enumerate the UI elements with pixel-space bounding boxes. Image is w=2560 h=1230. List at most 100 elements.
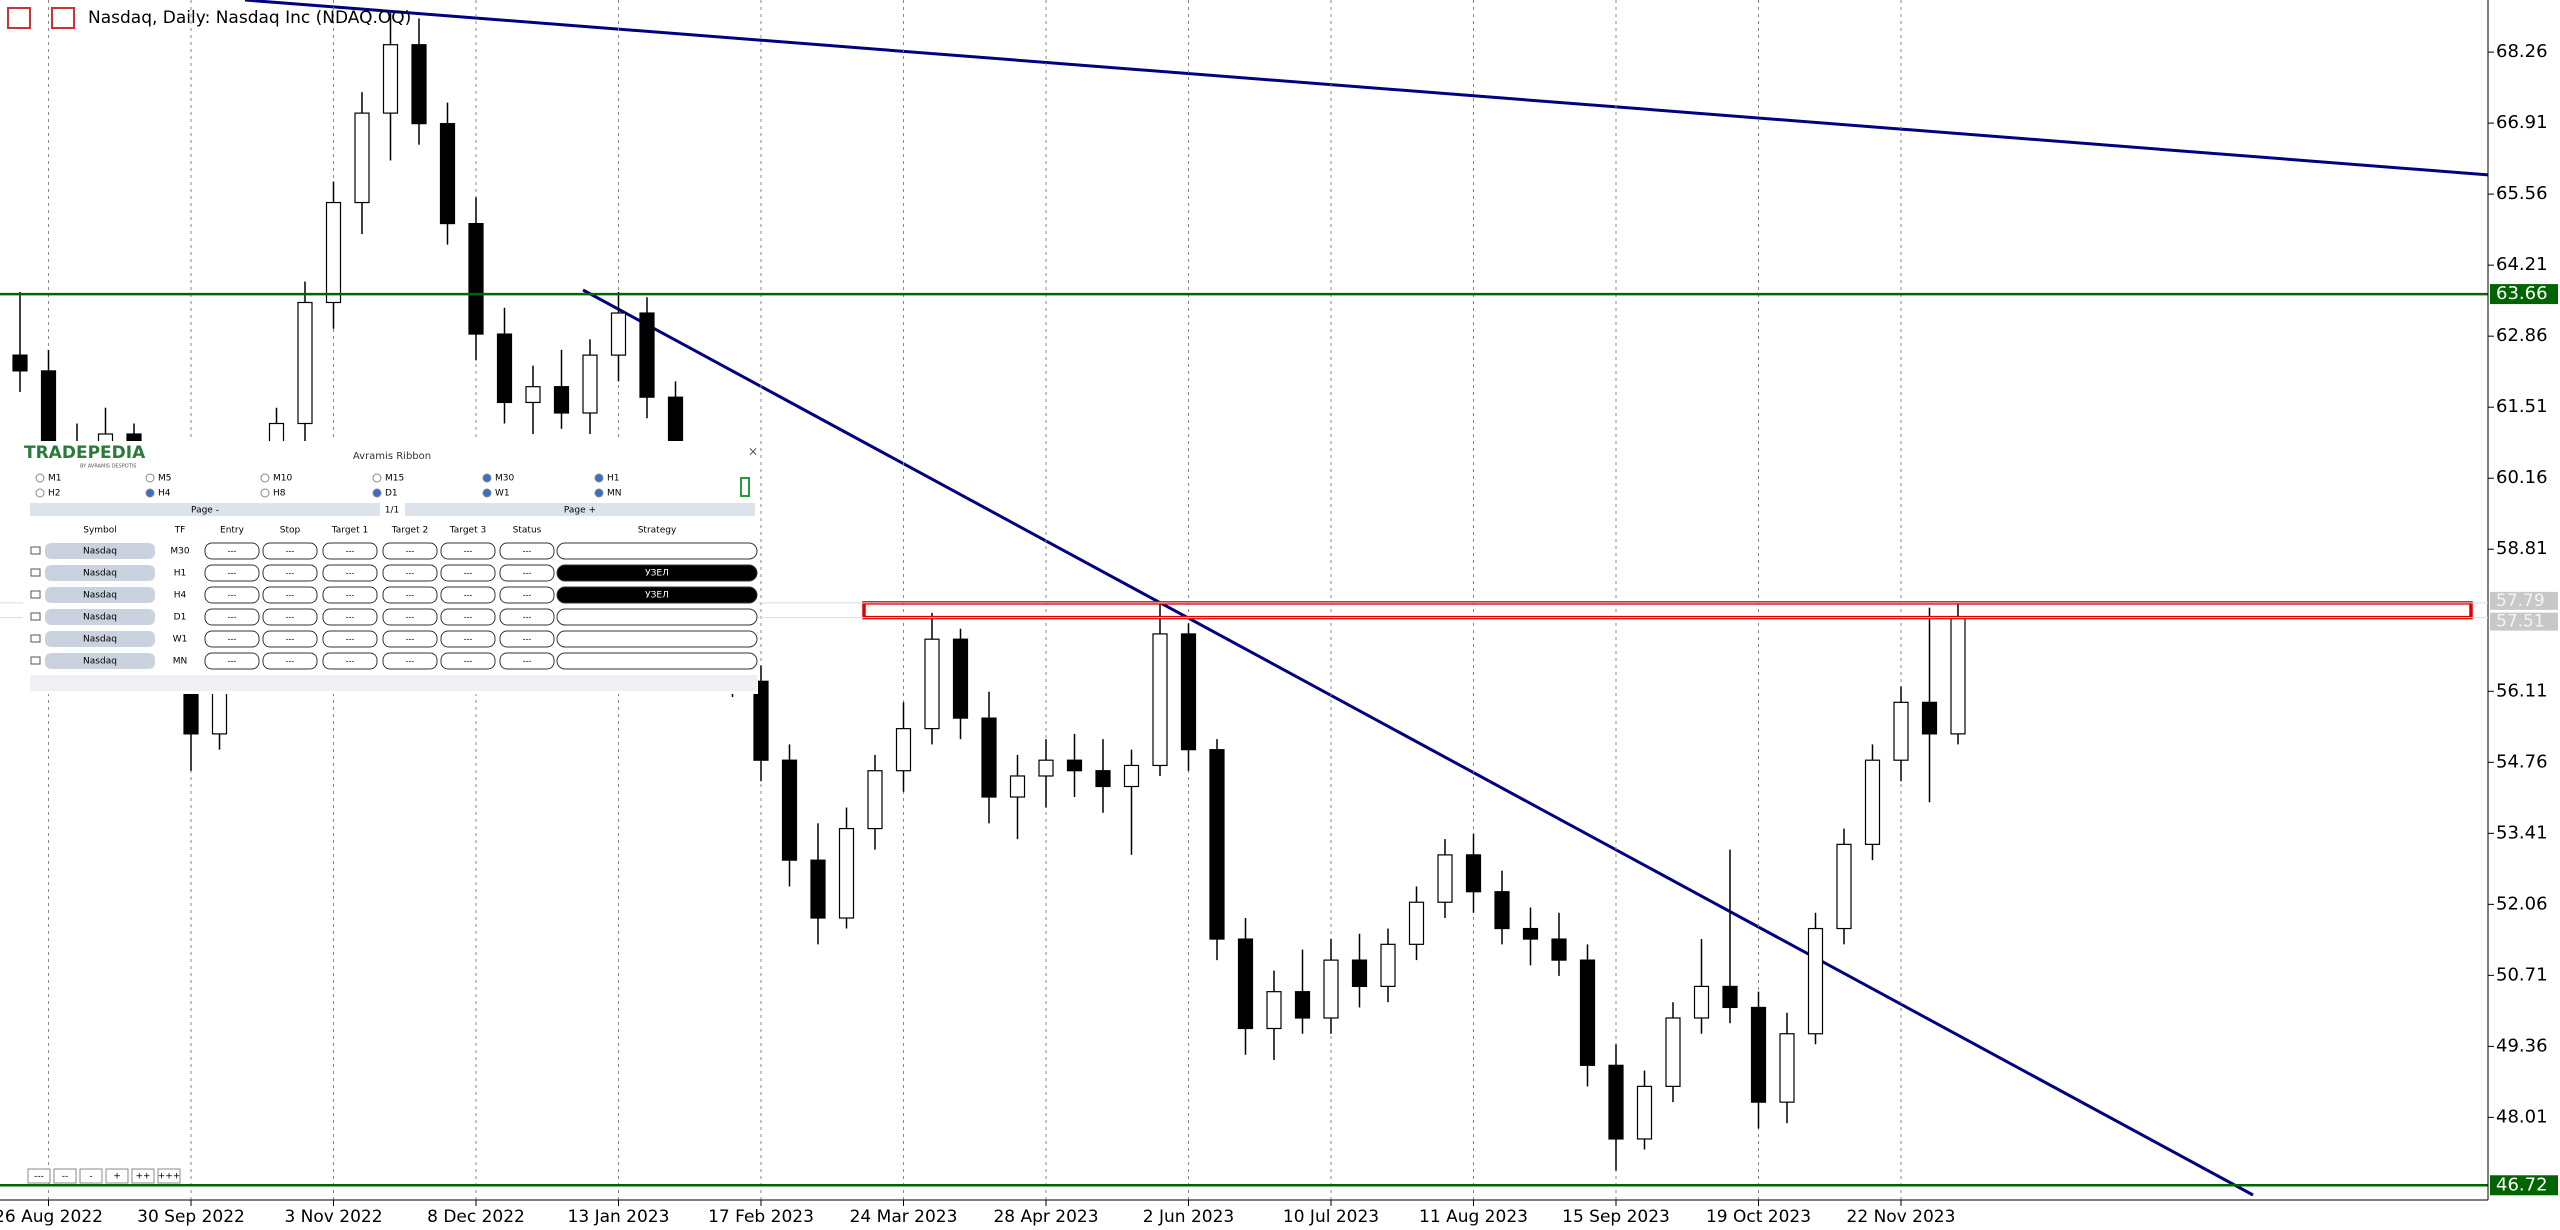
candle-body [1522,927,1539,940]
candle-body [1779,1033,1795,1103]
close-button[interactable]: × [748,445,758,459]
y-tick-label: 68.26 [2496,41,2548,62]
symbol-box [45,543,155,559]
zoom-button[interactable] [157,1168,181,1184]
radio-label: H4 [158,489,171,499]
cell-box [382,630,438,648]
y-tick-label: 56.11 [2496,680,2548,701]
row-icon[interactable] [30,634,41,643]
strategy-box [556,630,758,648]
radio[interactable] [594,488,604,498]
radio[interactable] [482,473,492,483]
cell-box [204,564,260,582]
radio[interactable] [260,473,270,483]
zone-tag [2490,591,2558,610]
radio-label: H1 [607,474,620,484]
candle-body [981,717,997,798]
column-header: Entry [220,526,245,536]
radio[interactable] [372,488,382,498]
strategy: УЗЕЛ [645,591,669,601]
cell: --- [228,657,237,666]
trend-line [582,288,2254,1197]
column-header: Status [513,526,542,536]
timeframe: D1 [174,613,187,623]
symbol: Nasdaq [83,547,117,557]
candle-body [1066,759,1083,772]
row-icon[interactable] [30,568,41,577]
page-next-button[interactable] [405,503,755,516]
timeframe: MN [173,657,188,667]
cell: --- [286,569,295,578]
candle-body [1323,959,1339,1019]
candle-body [753,680,769,761]
zoom-button[interactable] [79,1168,103,1184]
cell-box [440,630,496,648]
cell-box [382,608,438,626]
radio-label: MN [607,489,622,499]
zoom-button-label: - [89,1172,92,1182]
row-icon[interactable] [30,656,41,665]
radio[interactable] [145,473,155,483]
strategy: УЗЕЛ [645,569,669,579]
cell: --- [286,591,295,600]
column-header: Strategy [638,526,677,536]
radio[interactable] [145,488,155,498]
zoom-button[interactable] [53,1168,77,1184]
candle-body [838,827,855,919]
column-header: Stop [280,526,301,536]
cell: --- [406,635,415,644]
page-prev-button[interactable] [30,503,380,516]
radio[interactable] [260,488,270,498]
zone-tag [2490,612,2558,631]
timeframe: W1 [173,635,188,645]
row-icon[interactable] [30,546,41,555]
zone-label: 57.51 [2496,612,2545,632]
zoom-button[interactable] [105,1168,129,1184]
cell-box [204,630,260,648]
cell: --- [228,635,237,644]
row-icon[interactable] [30,612,41,621]
cell-box [440,542,496,560]
candle-body [1950,617,1966,735]
row-icon[interactable] [30,590,41,599]
candle-body [297,301,313,425]
radio[interactable] [482,488,492,498]
chart-icon[interactable] [51,7,75,29]
cell-box [382,564,438,582]
candle-body [12,354,28,372]
candle-body [1009,775,1026,798]
menu-icon[interactable] [7,7,31,29]
zoom-button[interactable] [131,1168,155,1184]
symbol: Nasdaq [83,569,117,579]
symbol: Nasdaq [83,635,117,645]
radio[interactable] [35,473,45,483]
cell-box [499,652,555,670]
cell: --- [464,657,473,666]
radio[interactable] [372,473,382,483]
column-header: Target 1 [331,526,368,536]
radio[interactable] [35,488,45,498]
candle-body [1836,843,1852,930]
cell-box [262,586,318,604]
y-tick-label: 65.56 [2496,183,2548,204]
zoom-button[interactable] [27,1168,51,1184]
candle-body [1380,943,1396,988]
radio[interactable] [594,473,604,483]
candle-body [553,386,570,414]
cell: --- [406,591,415,600]
panel: TRADEPEDIA BY AVRAMIS DESPOTIS Avramis R… [23,441,758,694]
candle-body [1864,759,1881,845]
cell-box [322,652,378,670]
zoom-button-label: --- [34,1172,44,1182]
x-tick-label: 3 Nov 2022 [284,1207,382,1227]
symbol-box [45,609,155,625]
cell-box [440,652,496,670]
candle-body [1893,701,1909,761]
cell: --- [523,591,532,600]
candle-body [1636,1085,1653,1140]
zone-box [862,601,2473,620]
cell-box [499,608,555,626]
cell: --- [286,657,295,666]
cell-box [440,586,496,604]
symbol-box [45,565,155,581]
